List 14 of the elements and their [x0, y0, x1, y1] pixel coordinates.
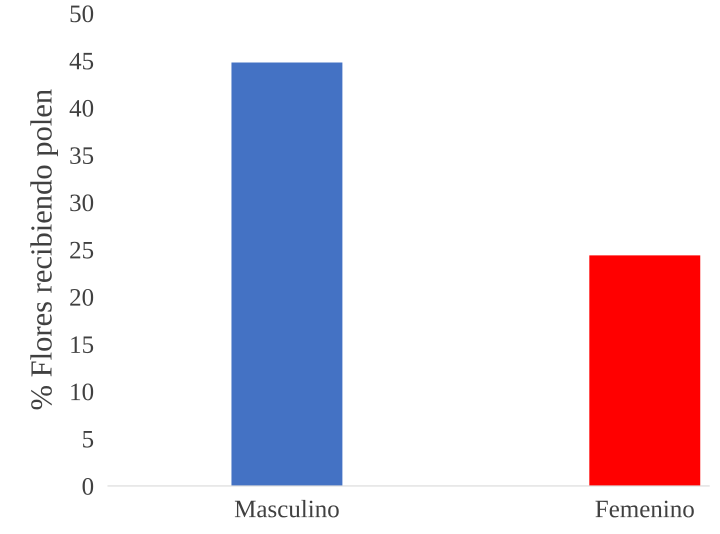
- x-tick-label: Masculino: [234, 500, 339, 518]
- y-axis-title: % Flores recibiendo polen: [30, 89, 58, 410]
- y-tick-label: 10: [71, 383, 94, 400]
- y-tick-label: 20: [70, 288, 94, 306]
- y-tick-label: 45: [70, 52, 94, 70]
- y-tick-label: 50: [70, 5, 94, 22]
- y-tick-label: 25: [70, 242, 94, 259]
- y-tick-label: 30: [70, 194, 94, 212]
- x-tick-label: Femenino: [596, 500, 694, 518]
- y-tick-label: 5: [83, 430, 94, 448]
- y-tick-label: 40: [70, 100, 94, 117]
- y-tick-label: 35: [70, 147, 94, 164]
- y-tick-label: 0: [82, 478, 94, 495]
- y-tick-label: 15: [71, 336, 94, 354]
